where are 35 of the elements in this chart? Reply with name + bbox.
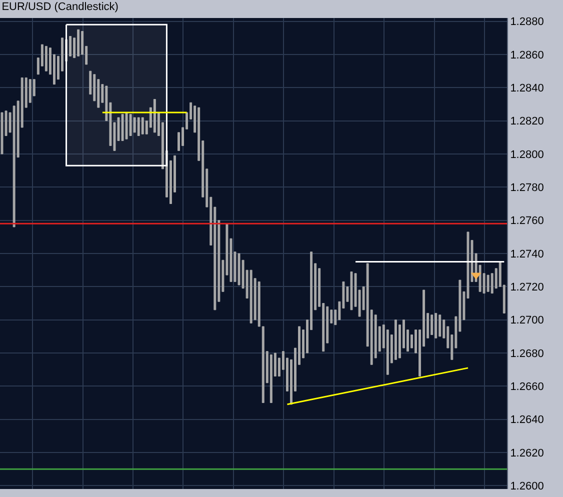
y-tick-label: 1.2680	[510, 348, 544, 360]
y-tick-label: 1.2780	[510, 182, 544, 194]
candlestick	[486, 274, 490, 292]
candlestick	[133, 117, 136, 133]
candlestick	[250, 270, 252, 324]
y-tick-label: 1.2840	[510, 82, 544, 94]
candlestick	[438, 314, 442, 337]
candlestick	[270, 354, 272, 404]
candlestick	[0, 112, 4, 154]
candlestick	[153, 99, 156, 133]
candlestick	[129, 114, 132, 136]
y-tick-label: 1.2640	[510, 414, 544, 426]
candlestick	[238, 253, 240, 286]
candlestick	[141, 117, 144, 134]
candlestick	[350, 271, 353, 310]
y-tick-label: 1.2600	[510, 480, 544, 493]
candlestick	[44, 46, 48, 72]
y-tick-label: 1.2720	[510, 282, 544, 294]
y-tick-label: 1.2820	[510, 116, 544, 128]
candlestick	[121, 114, 124, 141]
candlestick	[394, 320, 397, 360]
candlestick	[430, 314, 434, 336]
y-tick-label: 1.2660	[510, 381, 544, 394]
y-tick-label: 1.2860	[510, 49, 544, 62]
candlestick	[137, 117, 140, 136]
y-tick-label: 1.2620	[510, 447, 544, 460]
candlestick	[434, 312, 438, 338]
y-tick-label: 1.2740	[510, 248, 544, 260]
y-tick-label: 1.2800	[510, 148, 544, 161]
y-tick-label: 1.2700	[510, 314, 544, 327]
y-tick-label: 1.2760	[510, 215, 544, 228]
y-tick-label: 1.2880	[510, 16, 544, 28]
candlestick	[77, 29, 80, 56]
chart-title: EUR/USD (Candlestick)	[2, 1, 118, 14]
candlestick	[125, 112, 128, 140]
